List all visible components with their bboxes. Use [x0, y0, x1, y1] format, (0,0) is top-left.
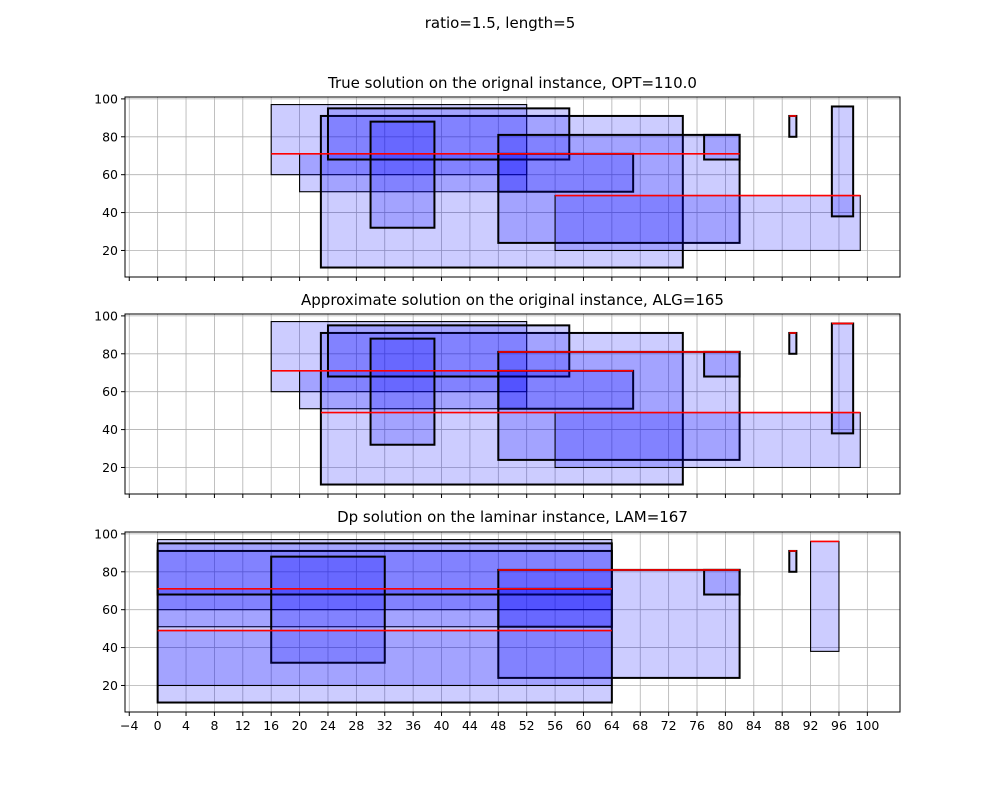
- x-tick-label: 48: [490, 718, 506, 733]
- subplot-title: Approximate solution on the original ins…: [301, 291, 724, 309]
- rectangles: [270, 321, 861, 486]
- interval-rect: [369, 337, 436, 446]
- interval-rect: [554, 411, 861, 469]
- interval-rect: [703, 350, 741, 378]
- y-tick-label: 20: [102, 460, 118, 475]
- grid-lines: [125, 314, 900, 494]
- axes-frame: [124, 313, 901, 495]
- x-tick-label: 100: [855, 718, 879, 733]
- interval-rect: [830, 322, 855, 435]
- axes-frame: [124, 531, 901, 713]
- y-tick-label: 80: [102, 346, 118, 361]
- y-tick-label: 40: [102, 640, 118, 655]
- x-tick-label: 28: [348, 718, 364, 733]
- interval-rect: [497, 369, 635, 410]
- x-tick-label: 72: [661, 718, 677, 733]
- y-tick-label: 20: [102, 678, 118, 693]
- interval-rect: [497, 350, 741, 461]
- interval-rect: [497, 133, 741, 244]
- x-tick-label: 84: [746, 718, 762, 733]
- rectangles: [270, 104, 861, 269]
- interval-rect: [554, 194, 861, 252]
- x-tick-label: 24: [320, 718, 336, 733]
- x-tick-label: 16: [263, 718, 279, 733]
- selected-lines: [157, 540, 839, 632]
- interval-rect: [369, 120, 436, 229]
- rectangles: [156, 539, 840, 704]
- x-tick-label: 80: [717, 718, 733, 733]
- x-tick-label: 20: [292, 718, 308, 733]
- x-tick-label: 56: [547, 718, 563, 733]
- subplot-panels: True solution on the orignal instance, O…: [94, 74, 901, 733]
- subplot-title: True solution on the orignal instance, O…: [327, 74, 697, 92]
- subplot-3: Dp solution on the laminar instance, LAM…: [94, 508, 901, 733]
- x-tick-label: −4: [120, 718, 138, 733]
- interval-rect: [497, 587, 613, 628]
- interval-rect: [497, 152, 635, 193]
- x-tick-label: 36: [405, 718, 421, 733]
- interval-rect: [157, 629, 613, 687]
- x-tick-label: 88: [774, 718, 790, 733]
- interval-rect: [830, 105, 855, 218]
- subplot-2: Approximate solution on the original ins…: [94, 291, 901, 498]
- y-tick-label: 100: [94, 91, 118, 106]
- y-tick-label: 100: [94, 308, 118, 323]
- x-tick-label: 40: [434, 718, 450, 733]
- interval-rect: [788, 114, 798, 138]
- x-tick-label: 4: [182, 718, 190, 733]
- x-tick-label: 12: [235, 718, 251, 733]
- interval-rect: [703, 133, 741, 161]
- axes-frame: [124, 96, 901, 278]
- interval-rect: [788, 331, 798, 355]
- subplot-title: Dp solution on the laminar instance, LAM…: [337, 508, 688, 526]
- interval-rect: [810, 540, 840, 652]
- x-tick-label: 32: [377, 718, 393, 733]
- x-tick-label: 52: [519, 718, 535, 733]
- x-tick-label: 64: [604, 718, 620, 733]
- subplot-1: True solution on the orignal instance, O…: [94, 74, 901, 281]
- y-tick-label: 80: [102, 564, 118, 579]
- y-tick-label: 40: [102, 422, 118, 437]
- figure-suptitle: ratio=1.5, length=5: [425, 14, 575, 32]
- interval-rect: [788, 549, 798, 573]
- y-tick-label: 20: [102, 243, 118, 258]
- x-tick-label: 60: [576, 718, 592, 733]
- x-tick-label: 68: [632, 718, 648, 733]
- interval-rect: [703, 568, 741, 596]
- y-tick-label: 80: [102, 129, 118, 144]
- x-tick-label: 92: [803, 718, 819, 733]
- interval-rect: [270, 555, 386, 664]
- x-tick-label: 76: [689, 718, 705, 733]
- y-tick-label: 60: [102, 384, 118, 399]
- y-tick-label: 60: [102, 602, 118, 617]
- interval-rect: [497, 568, 741, 679]
- x-tick-label: 44: [462, 718, 478, 733]
- selected-lines: [271, 115, 861, 197]
- x-tick-label: 8: [210, 718, 218, 733]
- y-tick-label: 40: [102, 205, 118, 220]
- x-tick-label: 0: [154, 718, 162, 733]
- y-tick-label: 100: [94, 526, 118, 541]
- y-tick-label: 60: [102, 167, 118, 182]
- selected-lines: [271, 322, 861, 414]
- x-tick-label: 96: [831, 718, 847, 733]
